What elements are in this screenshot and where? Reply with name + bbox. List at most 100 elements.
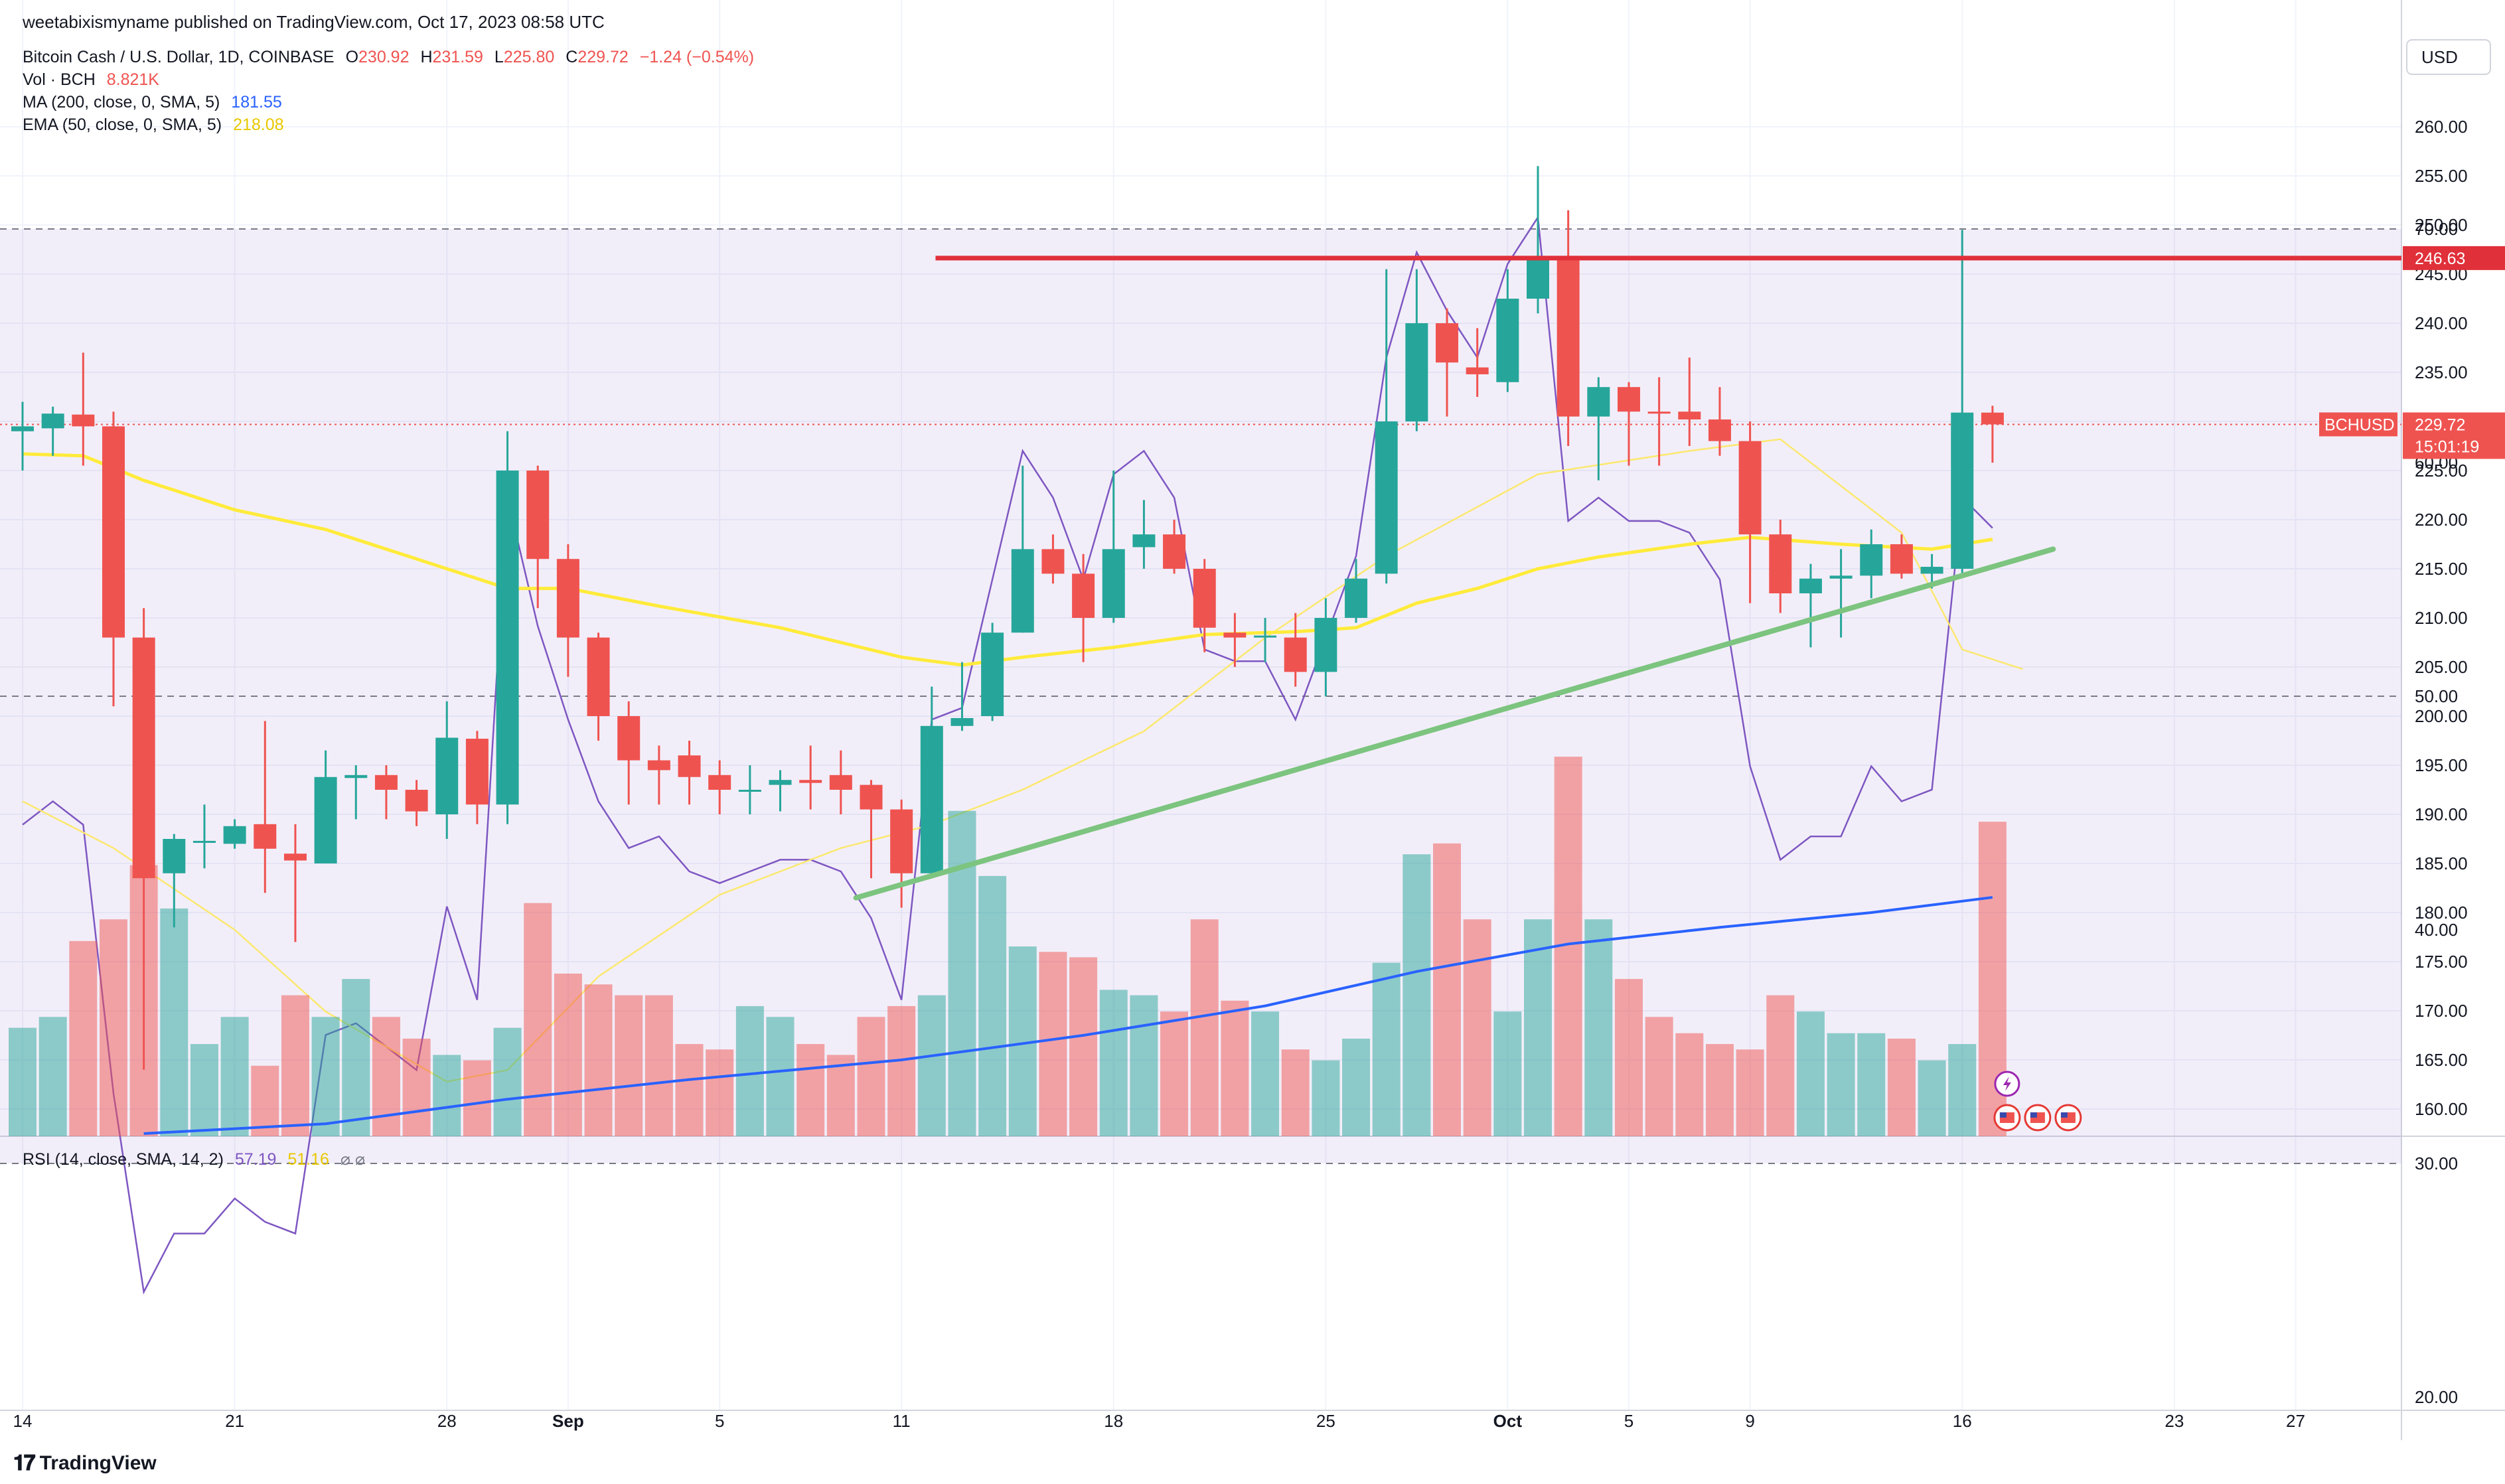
rsi-legend[interactable]: RSI (14, close, SMA, 14, 2) 57.19 51.16 … (23, 1150, 372, 1169)
time-tick-label: 5 (715, 1411, 724, 1431)
resistance-label-text: 246.63 (2415, 250, 2465, 268)
candle (1163, 520, 1186, 574)
candle-body (192, 840, 216, 843)
lightning-glyph (2003, 1076, 2011, 1091)
candle-body (890, 809, 913, 873)
last-price-label: 229.72 15:01:19 (2403, 412, 2505, 459)
resistance-price-label: 246.63 (2403, 246, 2505, 270)
volume-bar (797, 1044, 825, 1136)
volume-bar (645, 995, 673, 1136)
candle (647, 745, 670, 805)
time-tick-label: 11 (893, 1411, 911, 1431)
price-tick-label: 190.00 (2415, 804, 2468, 824)
candle-body (556, 559, 579, 638)
candle-body (435, 737, 459, 814)
time-tick-label: 14 (13, 1411, 33, 1431)
currency-label: USD (2421, 47, 2458, 67)
candle (1436, 308, 1459, 417)
candle-body (1254, 635, 1277, 638)
time-tick-label: 16 (1953, 1411, 1972, 1431)
price-tick-label: 225.00 (2415, 461, 2468, 481)
candle (1799, 563, 1822, 648)
candle (1556, 210, 1580, 446)
candle-body (1011, 549, 1034, 633)
candle (283, 824, 307, 942)
volume-bar (1887, 1038, 1916, 1136)
time-tick-label: 27 (2286, 1411, 2305, 1431)
rsi-tick-label: 40.00 (2415, 920, 2458, 940)
candle (1890, 534, 1913, 579)
ema-legend[interactable]: EMA (50, close, 0, SMA, 5) 218.08 (23, 115, 291, 135)
open-value: 230.92 (358, 48, 410, 66)
candle-body (769, 780, 792, 785)
candle-body (678, 755, 701, 777)
candle-body (1314, 618, 1337, 672)
event-icons[interactable] (1993, 1071, 2082, 1132)
candle (678, 741, 701, 805)
rsi-tick-label: 70.00 (2415, 219, 2458, 239)
volume-bar (38, 1017, 67, 1136)
candle (254, 721, 277, 893)
candle (1284, 613, 1307, 687)
candle-body (283, 853, 307, 861)
volume-bar (1433, 843, 1462, 1136)
ema-value: 218.08 (233, 115, 284, 134)
candle-body (1193, 569, 1216, 628)
price-labels: 246.63 BCHUSD 229.72 15:01:19 (2319, 246, 2505, 459)
volume-bar (706, 1049, 734, 1136)
volume-bar (402, 1038, 431, 1136)
symbol-legend[interactable]: Bitcoin Cash / U.S. Dollar, 1D, COINBASE… (23, 48, 761, 67)
volume-legend[interactable]: Vol · BCH 8.821K (23, 70, 166, 90)
candle-body (1738, 441, 1762, 535)
candle-body (1375, 421, 1398, 574)
volume-bar (1221, 1000, 1249, 1136)
price-axis[interactable]: 160.00 165.00 170.00 175.00 180.00 185.00 190.… (2406, 39, 2491, 1119)
volume-value: 8.821K (106, 70, 159, 89)
ma200-line (143, 896, 1993, 1135)
time-axis[interactable]: 14 21 28 Sep 5 11 18 25 Oct 5 9 16 23 27 (13, 1411, 2305, 1431)
price-tick-label: 195.00 (2415, 755, 2468, 775)
candle-body (981, 632, 1004, 716)
tradingview-footer[interactable]: 𝟏𝟕 TradingView (13, 1451, 157, 1476)
candle-body (314, 777, 337, 863)
ma-value: 181.55 (231, 93, 282, 111)
volume-bar (615, 995, 643, 1136)
support-trendline[interactable] (853, 546, 2056, 901)
currency-button[interactable] (2406, 39, 2491, 75)
candle (1738, 421, 1762, 603)
candle (1587, 377, 1610, 481)
time-tick-label: 21 (225, 1411, 244, 1431)
candle-body (496, 471, 519, 805)
candle-body (1587, 387, 1610, 417)
volume-bar (1675, 1033, 1704, 1136)
price-tick-label: 235.00 (2415, 362, 2468, 382)
candle-body (465, 739, 489, 805)
candle-body (950, 717, 974, 726)
candle (860, 780, 883, 879)
volume-bar (1160, 1011, 1189, 1136)
volume-bar (1614, 979, 1643, 1136)
ma-legend[interactable]: MA (200, close, 0, SMA, 5) 181.55 (23, 93, 289, 112)
volume-bar (1039, 952, 1067, 1136)
time-tick-label: Oct (1493, 1411, 1523, 1431)
candle-body (72, 414, 95, 427)
time-tick-label: 25 (1316, 1411, 1335, 1431)
price-tick-label: 180.00 (2415, 903, 2468, 923)
volume-bar (735, 1005, 764, 1136)
candle-body (1345, 578, 1368, 618)
candle (192, 804, 216, 869)
price-tick-label: 220.00 (2415, 510, 2468, 530)
candle (708, 760, 731, 814)
candle-body (254, 824, 277, 849)
candle (1072, 554, 1095, 662)
volume-bar (99, 919, 127, 1136)
drawn-trendlines[interactable] (853, 256, 2401, 901)
candle (526, 465, 550, 609)
candle (1011, 465, 1034, 633)
price-tick-label: 175.00 (2415, 952, 2468, 972)
rsi-tick-label: 20.00 (2415, 1387, 2458, 1407)
candle (1193, 559, 1216, 652)
symbol-title[interactable]: Bitcoin Cash / U.S. Dollar, 1D, COINBASE (23, 48, 335, 66)
